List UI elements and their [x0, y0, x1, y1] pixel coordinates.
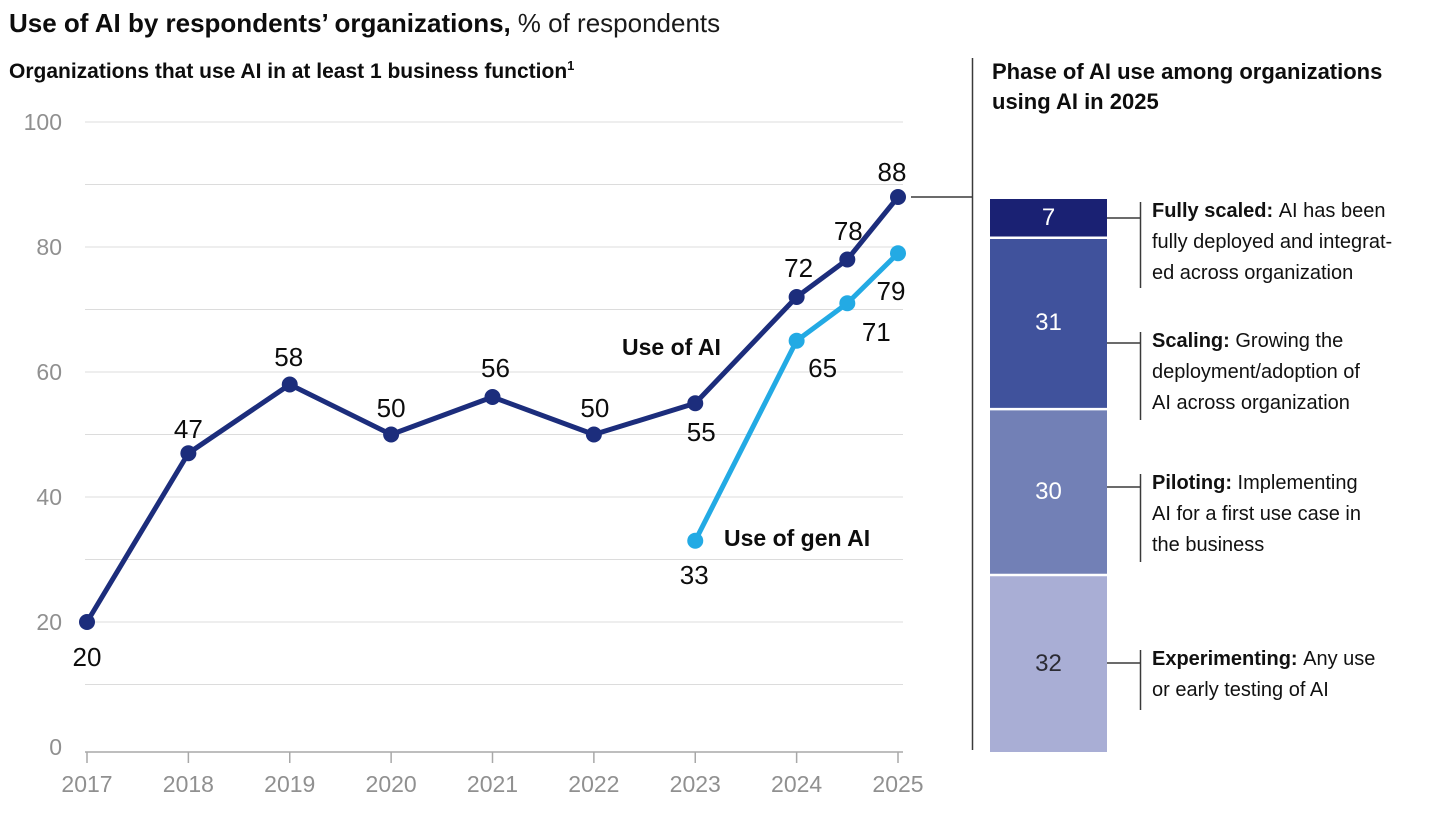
data-point [839, 295, 856, 312]
data-label: 47 [173, 414, 203, 445]
data-point [180, 445, 197, 462]
phase-panel-heading: Phase of AI use among organizations usin… [992, 59, 1383, 114]
data-label: 20 [72, 642, 102, 672]
x-tick-label: 2020 [365, 771, 417, 797]
data-point [890, 189, 906, 205]
data-label: 78 [833, 215, 863, 246]
phase-description-piloting: Piloting: Implementing AI for a first use… [1152, 472, 1361, 556]
series-label-use-of-gen-ai: Use of gen AI [724, 525, 871, 551]
data-point [383, 426, 400, 443]
chart-subtitle-text: Organizations that use AI in at least 1 … [9, 60, 568, 83]
data-point [687, 395, 704, 412]
data-point [687, 532, 704, 549]
x-tick-label: 2018 [162, 771, 214, 797]
y-tick-label: 20 [36, 609, 62, 635]
chart-subtitle: Organizations that use AI in at least 1 … [9, 58, 574, 84]
data-label: 55 [686, 417, 716, 448]
data-label: 58 [274, 341, 304, 372]
x-tick-label: 2024 [771, 771, 823, 797]
footnote-marker: 1 [567, 58, 575, 73]
data-label: 56 [481, 353, 510, 383]
data-label: 88 [877, 157, 907, 187]
y-tick-label: 100 [23, 109, 62, 135]
data-label: 50 [580, 392, 610, 423]
y-tick-label: 80 [36, 234, 62, 260]
x-tick-label: 2017 [61, 771, 113, 797]
series-label-use-of-ai: Use of AI [622, 334, 721, 360]
bar-segment-value: 32 [1035, 649, 1062, 677]
x-tick-label: 2025 [872, 771, 924, 797]
page-title-bold: Use of AI by respondents’ organizations, [9, 8, 511, 38]
bar-segment-value: 30 [1035, 478, 1062, 506]
x-tick-label: 2019 [264, 771, 316, 797]
bar-segment [990, 575, 1107, 752]
page-title: Use of AI by respondents’ organizations,… [9, 8, 720, 39]
data-label: 72 [784, 253, 814, 283]
bar-segment [990, 409, 1107, 576]
page-title-unit: % of respondents [517, 8, 721, 38]
data-point [79, 614, 95, 630]
bar-segment [990, 237, 1107, 410]
data-point [890, 245, 906, 262]
phase-description-scaling: Scaling: Growing the deployment/adoption … [1152, 330, 1360, 414]
bar-segment-value: 7 [1041, 204, 1056, 232]
y-tick-label: 0 [49, 734, 62, 760]
x-tick-label: 2021 [466, 771, 519, 797]
data-point [839, 251, 856, 268]
series-line [692, 250, 901, 544]
data-point [788, 289, 805, 305]
y-tick-label: 60 [36, 359, 62, 385]
data-point [788, 332, 805, 349]
series-line [84, 194, 901, 625]
data-label: 33 [679, 559, 709, 590]
x-tick-label: 2023 [669, 771, 721, 797]
data-label: 79 [876, 276, 906, 307]
bar-segment-value: 31 [1035, 309, 1062, 337]
data-point [281, 376, 298, 393]
data-label: 50 [376, 392, 406, 423]
phase-description-experimenting: Experimenting: Any use or early testing o… [1152, 648, 1376, 701]
x-tick-label: 2022 [568, 771, 620, 797]
data-label: 71 [861, 317, 891, 348]
data-label: 65 [808, 352, 838, 383]
bar-segment [990, 199, 1107, 238]
y-tick-label: 40 [36, 484, 62, 510]
data-point [585, 426, 602, 443]
data-point [484, 389, 501, 405]
phase-description-fully-scaled: Fully scaled: AI has been fully deployed … [1152, 200, 1393, 284]
